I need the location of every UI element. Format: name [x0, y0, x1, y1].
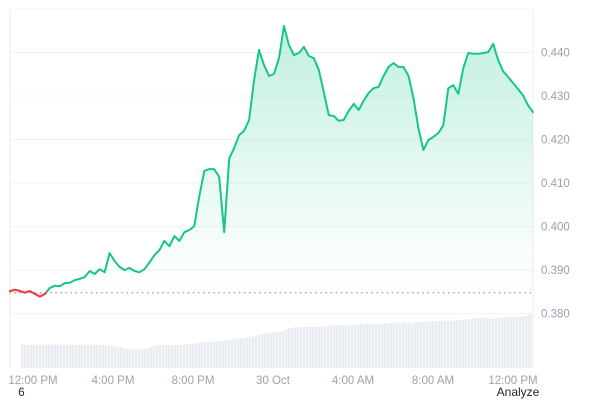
y-tick-label: 0.400: [541, 222, 570, 234]
analyze-button[interactable]: Analyze: [497, 385, 540, 399]
price-area-fill: [10, 26, 533, 368]
x-tick-label: 4:00 PM: [92, 375, 135, 387]
date-label: 6: [18, 387, 24, 399]
y-tick-label: 0.390: [541, 265, 570, 277]
y-tick-label: 0.440: [541, 48, 570, 60]
y-tick-label: 0.380: [541, 309, 570, 321]
x-tick-label: 12:00 PM: [8, 375, 57, 387]
y-axis-labels: 0.440 0.430 0.420 0.410 0.400 0.390 0.380: [541, 48, 570, 321]
x-tick-label: 12:00 PM: [488, 375, 537, 387]
y-tick-label: 0.410: [541, 178, 570, 190]
price-line-up: [46, 25, 534, 294]
y-tick-label: 0.420: [541, 135, 570, 147]
x-tick-label: 4:00 AM: [332, 375, 374, 387]
x-tick-label: 30 Oct: [256, 375, 291, 387]
y-tick-label: 0.430: [541, 91, 570, 103]
x-tick-label: 8:00 PM: [172, 375, 215, 387]
price-series: [9, 25, 534, 368]
price-line-down: [9, 288, 47, 298]
x-axis-labels: 12:00 PM 4:00 PM 8:00 PM 30 Oct 4:00 AM 8:00 …: [8, 375, 537, 387]
x-tick-label: 8:00 AM: [412, 375, 454, 387]
chart-hover-area[interactable]: [10, 9, 533, 368]
